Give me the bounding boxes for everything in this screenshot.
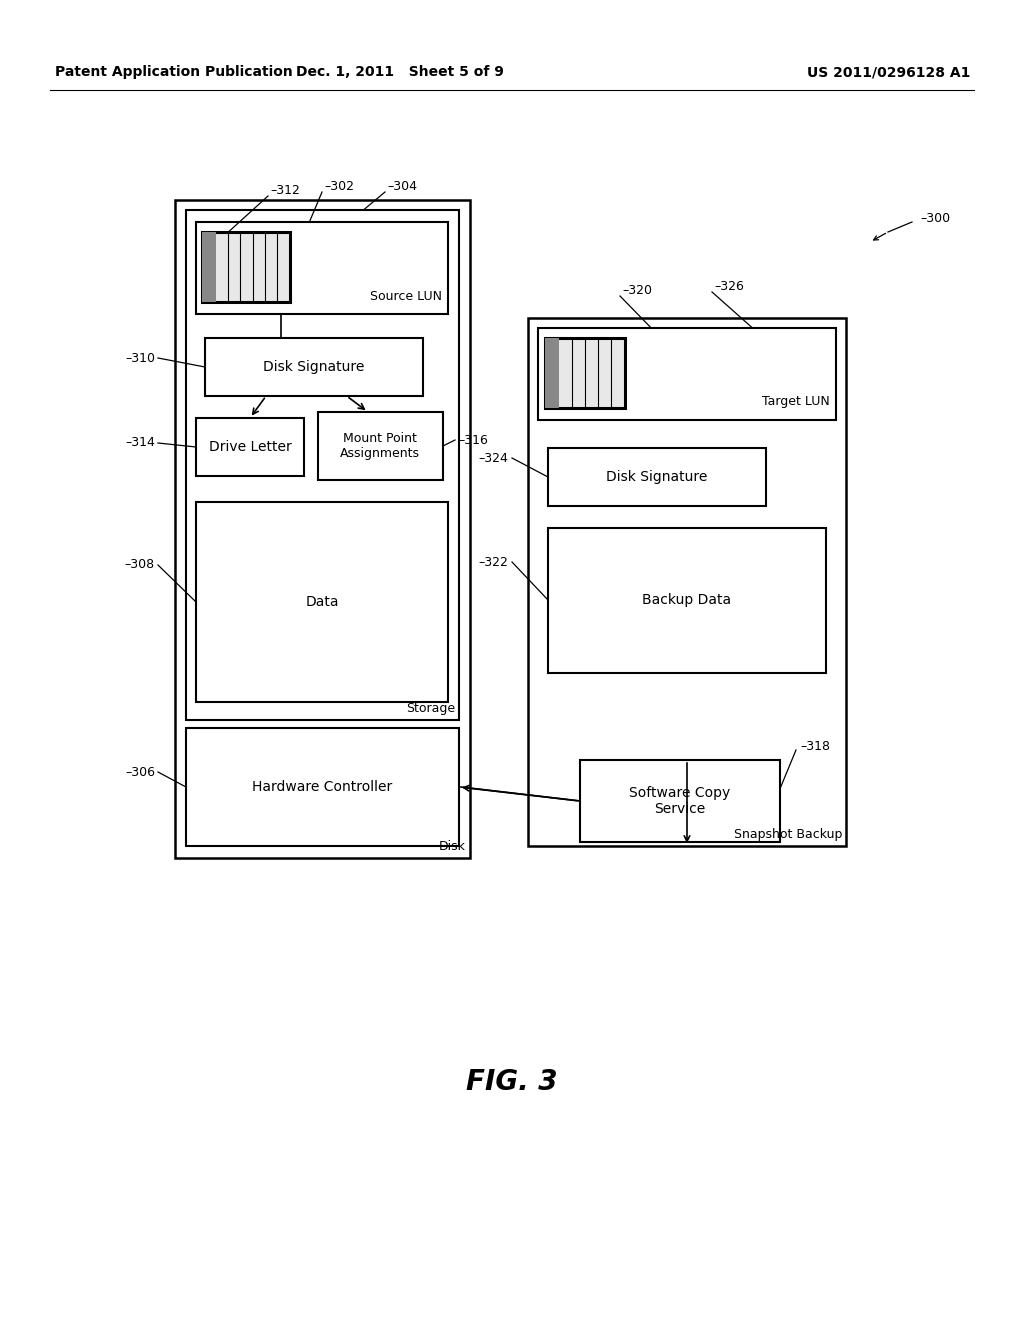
Text: Hardware Controller: Hardware Controller [252,780,392,795]
Bar [548,447,766,506]
Text: FIG. 3: FIG. 3 [466,1068,558,1096]
Bar [580,760,780,842]
Bar [548,528,826,673]
Bar [186,210,459,719]
Text: –310: –310 [125,351,155,364]
Bar [545,338,559,408]
Bar [528,318,846,846]
Text: Drive Letter: Drive Letter [209,440,292,454]
Text: –300: –300 [920,211,950,224]
Bar [205,338,423,396]
Bar [196,418,304,477]
Text: –306: –306 [125,766,155,779]
Text: Source LUN: Source LUN [370,289,442,302]
Text: –304: –304 [387,180,417,193]
Text: –314: –314 [125,437,155,450]
Text: Disk Signature: Disk Signature [263,360,365,374]
Bar [196,502,449,702]
Text: –308: –308 [125,558,155,572]
Text: –326: –326 [714,280,743,293]
Bar [186,729,459,846]
Bar [202,232,216,302]
Text: –318: –318 [800,739,830,752]
Bar [175,201,470,858]
Bar [545,338,625,408]
Text: Target LUN: Target LUN [762,396,830,408]
Text: Disk Signature: Disk Signature [606,470,708,484]
Text: Patent Application Publication: Patent Application Publication [55,65,293,79]
Text: –324: –324 [478,451,508,465]
Text: US 2011/0296128 A1: US 2011/0296128 A1 [807,65,970,79]
Bar [196,222,449,314]
Text: –312: –312 [270,183,300,197]
Bar [202,232,290,302]
Text: –302: –302 [324,180,354,193]
Text: –320: –320 [622,284,652,297]
Text: –322: –322 [478,556,508,569]
Text: Mount Point
Assignments: Mount Point Assignments [340,432,420,459]
Bar [538,327,836,420]
Text: Data: Data [305,595,339,609]
Text: –316: –316 [458,433,487,446]
Text: Disk: Disk [439,840,466,853]
Bar [318,412,443,480]
Text: Backup Data: Backup Data [642,593,731,607]
Text: Storage: Storage [406,702,455,715]
Text: Software Copy
Service: Software Copy Service [630,785,731,816]
Text: Snapshot Backup: Snapshot Backup [733,828,842,841]
Text: Dec. 1, 2011   Sheet 5 of 9: Dec. 1, 2011 Sheet 5 of 9 [296,65,504,79]
